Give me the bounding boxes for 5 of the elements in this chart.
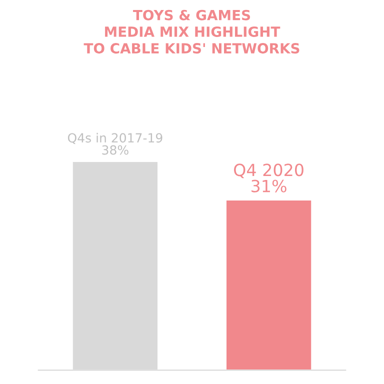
data-label: 31% <box>252 180 286 192</box>
data-label: 38% <box>102 145 128 155</box>
chart-title: TOYS & GAMES MEDIA MIX HIGHLIGHT TO CABLE KIDS' NETWORKS <box>84 10 300 54</box>
x-tick-label: Q4s in 2017-19 <box>68 132 162 144</box>
x-tick-label: Q4 2020 <box>234 164 304 178</box>
